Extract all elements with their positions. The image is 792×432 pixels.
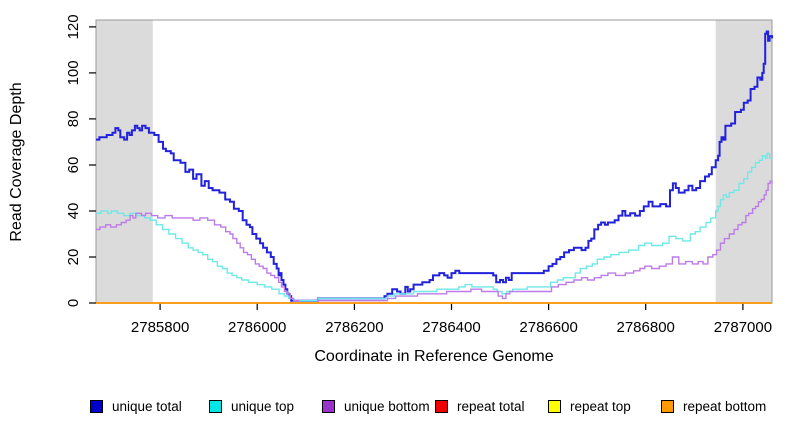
x-axis-title: Coordinate in Reference Genome	[314, 348, 554, 365]
svg-text:2785800: 2785800	[131, 319, 189, 336]
svg-text:40: 40	[65, 203, 82, 220]
svg-text:2786600: 2786600	[519, 319, 577, 336]
shaded-region-1	[715, 20, 772, 303]
legend-item-unique-total: unique total	[90, 398, 182, 414]
svg-text:80: 80	[65, 111, 82, 128]
svg-text:2786200: 2786200	[325, 319, 383, 336]
legend-label: unique top	[231, 398, 295, 414]
svg-text:2786800: 2786800	[616, 319, 674, 336]
svg-text:0: 0	[65, 299, 82, 307]
svg-text:60: 60	[65, 157, 82, 174]
x-axis: 2785800 2786000 2786200 2786400 2786600 27868…	[131, 303, 772, 336]
legend-item-repeat-total: repeat total	[435, 398, 525, 414]
svg-text:2787000: 2787000	[714, 319, 772, 336]
series-unique-total	[96, 30, 773, 302]
svg-text:2786400: 2786400	[422, 319, 480, 336]
legend-swatch	[435, 399, 448, 413]
legend-swatch	[322, 399, 335, 413]
legend-swatch	[661, 399, 674, 413]
shaded-region-0	[96, 20, 153, 303]
y-axis-title: Read Coverage Depth	[8, 82, 25, 242]
svg-text:2786000: 2786000	[228, 319, 286, 336]
svg-text:100: 100	[65, 60, 82, 85]
plot-box	[95, 19, 773, 304]
legend-label: repeat bottom	[683, 398, 767, 414]
svg-text:20: 20	[65, 249, 82, 266]
legend-label: unique bottom	[344, 398, 430, 414]
legend-item-unique-bottom: unique bottom	[322, 398, 430, 414]
series-unique-bottom	[96, 180, 773, 304]
legend-item-unique-top: unique top	[209, 398, 294, 414]
legend: unique total unique top unique bottom repea…	[0, 398, 792, 418]
svg-text:120: 120	[65, 14, 82, 39]
legend-item-repeat-bottom: repeat bottom	[661, 398, 766, 414]
legend-label: repeat total	[457, 398, 525, 414]
y-axis: 0 20 40 60 80 100 120	[65, 14, 96, 307]
legend-swatch	[90, 399, 103, 413]
legend-label: unique total	[112, 398, 182, 414]
legend-swatch	[209, 399, 222, 413]
legend-swatch	[548, 399, 561, 413]
legend-label: repeat top	[570, 398, 631, 414]
legend-item-repeat-top: repeat top	[548, 398, 631, 414]
series-unique-top	[96, 152, 772, 302]
